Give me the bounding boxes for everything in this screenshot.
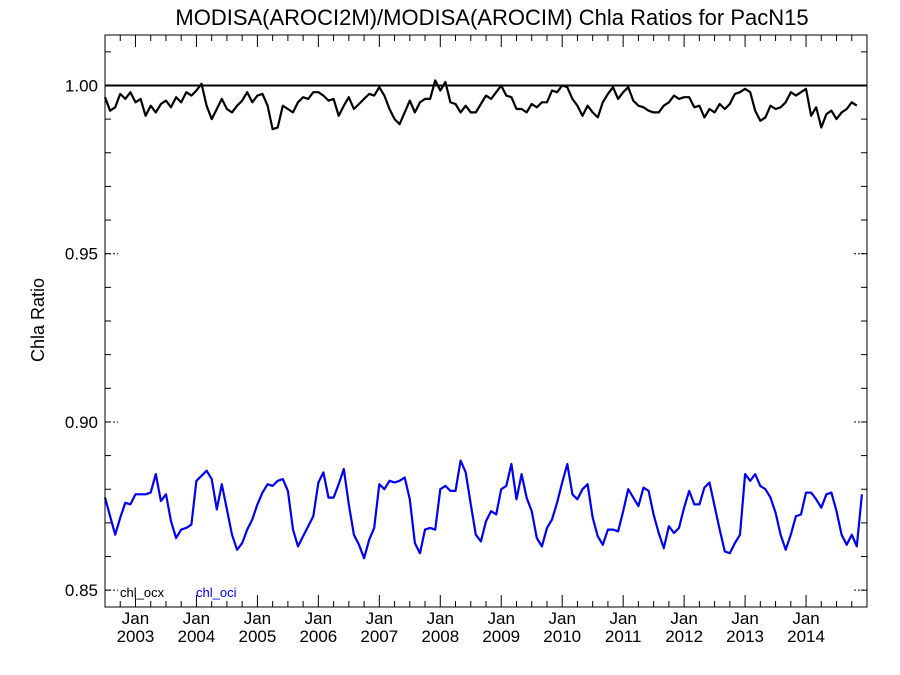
x-tick-year-label: 2014 [787,627,825,646]
x-tick-month-label: Jan [609,609,636,628]
x-tick-month-label: Jan [183,609,210,628]
x-tick-year-label: 2012 [665,627,703,646]
x-tick-month-label: Jan [366,609,393,628]
x-tick-month-label: Jan [305,609,332,628]
x-tick-month-label: Jan [792,609,819,628]
x-tick-month-label: Jan [427,609,454,628]
x-tick-year-label: 2005 [238,627,276,646]
x-tick-month-label: Jan [488,609,515,628]
x-tick-year-label: 2003 [117,627,155,646]
chart-title: MODISA(AROCI2M)/MODISA(AROCIM) Chla Rati… [175,5,808,30]
x-tick-year-label: 2013 [726,627,764,646]
x-tick-year-label: 2006 [299,627,337,646]
x-tick-year-label: 2010 [543,627,581,646]
legend-entry-chl-oci: chl_oci [196,585,237,600]
x-tick-year-label: 2008 [421,627,459,646]
y-axis-label: Chla Ratio [28,278,48,362]
x-tick-month-label: Jan [244,609,271,628]
x-tick-year-label: 2011 [605,627,642,646]
y-axis: 0.85 0.90 0.95 1.00 [65,51,867,600]
x-tick-month-label: Jan [548,609,575,628]
x-tick-month-label: Jan [122,609,149,628]
series-line-chl-ocx [103,79,858,131]
legend: chl_ocx chl_oci [120,585,237,600]
x-axis: Jan2003Jan2004Jan2005Jan2006Jan2007Jan20… [117,35,853,646]
x-tick-year-label: 2007 [360,627,398,646]
x-tick-year-label: 2004 [178,627,216,646]
x-tick-year-label: 2009 [482,627,520,646]
y-tick-label: 0.85 [65,581,98,600]
y-tick-label: 1.00 [65,76,98,95]
series-line-chl-oci [103,459,863,560]
series-group [103,79,863,560]
x-tick-month-label: Jan [731,609,758,628]
y-tick-label: 0.90 [65,413,98,432]
plot-frame [104,34,868,608]
y-tick-label: 0.95 [65,245,98,264]
x-tick-month-label: Jan [670,609,697,628]
legend-entry-chl-ocx: chl_ocx [120,585,165,600]
